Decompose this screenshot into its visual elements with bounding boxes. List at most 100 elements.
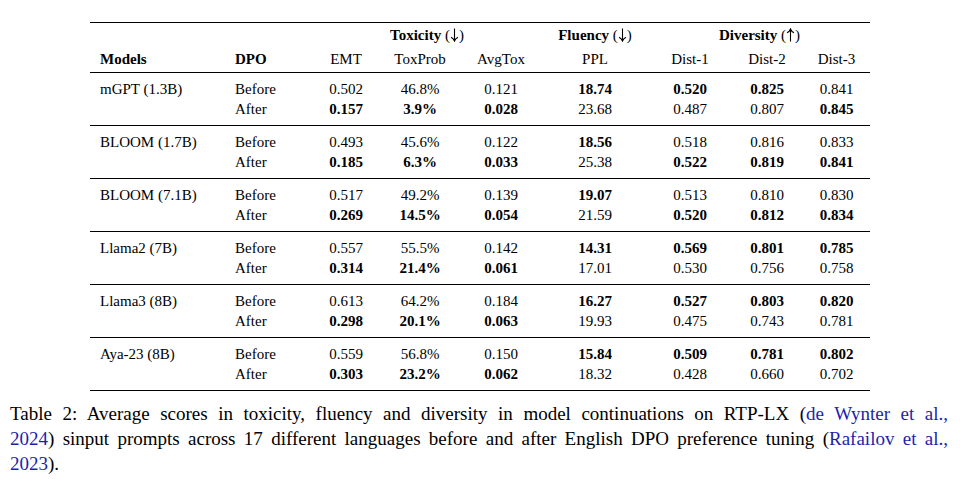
dpo-phase-label: After bbox=[235, 205, 313, 232]
metric-value: 64.2% bbox=[379, 285, 461, 312]
model-name-empty bbox=[90, 364, 235, 390]
table-caption: Table 2: Average scores in toxicity, flu… bbox=[10, 401, 948, 476]
group-paren-open: ( bbox=[441, 27, 450, 43]
group-label: Toxicity bbox=[390, 27, 441, 43]
metric-value: 0.150 bbox=[461, 338, 541, 365]
metric-value: 21.59 bbox=[541, 205, 649, 232]
metric-value: 45.6% bbox=[379, 126, 461, 153]
table-row-mgpt-1-3b--after: After0.1573.9%0.02823.680.4870.8070.845 bbox=[90, 99, 870, 126]
metric-value: 0.518 bbox=[649, 126, 731, 153]
table-row-bloom-7-1b--before: BLOOM (7.1B)Before0.51749.2%0.13919.070.… bbox=[90, 179, 870, 206]
group-paren-close: ) bbox=[627, 27, 632, 43]
model-name-empty bbox=[90, 258, 235, 285]
metric-value: 0.834 bbox=[803, 205, 870, 232]
metric-value: 0.185 bbox=[313, 152, 379, 179]
table-row-llama2-7b--after: After0.31421.4%0.06117.010.5300.7560.758 bbox=[90, 258, 870, 285]
caption-text: ). bbox=[48, 453, 59, 474]
col-header-dist-2: Dist-2 bbox=[731, 47, 803, 73]
table-row-aya-23-8b--before: Aya-23 (8B)Before0.55956.8%0.15015.840.5… bbox=[90, 338, 870, 365]
metric-value: 0.517 bbox=[313, 179, 379, 206]
metric-value: 19.93 bbox=[541, 311, 649, 338]
metric-value: 0.493 bbox=[313, 126, 379, 153]
citation-link[interactable]: 2024 bbox=[10, 428, 48, 449]
table-row-bloom-7-1b--after: After0.26914.5%0.05421.590.5200.8120.834 bbox=[90, 205, 870, 232]
metric-value: 21.4% bbox=[379, 258, 461, 285]
scores-table: Toxicity ()Fluency ()Diversity ()ModelsD… bbox=[90, 23, 870, 390]
metric-value: 0.833 bbox=[803, 126, 870, 153]
metric-value: 0.812 bbox=[731, 205, 803, 232]
col-header-ppl: PPL bbox=[541, 47, 649, 73]
metric-value: 0.830 bbox=[803, 179, 870, 206]
metric-value: 0.139 bbox=[461, 179, 541, 206]
citation-link[interactable]: Rafailov et al., bbox=[829, 428, 948, 449]
dpo-phase-label: Before bbox=[235, 338, 313, 365]
group-header-row: Toxicity ()Fluency ()Diversity () bbox=[90, 23, 870, 47]
metric-value: 46.8% bbox=[379, 73, 461, 100]
col-header-avgtox: AvgTox bbox=[461, 47, 541, 73]
group-paren-open: ( bbox=[777, 27, 786, 43]
metric-value: 0.487 bbox=[649, 99, 731, 126]
col-header-dpo: DPO bbox=[235, 47, 313, 73]
metric-value: 0.758 bbox=[803, 258, 870, 285]
metric-value: 0.569 bbox=[649, 232, 731, 259]
metric-value: 0.613 bbox=[313, 285, 379, 312]
metric-value: 0.785 bbox=[803, 232, 870, 259]
metric-value: 19.07 bbox=[541, 179, 649, 206]
metric-value: 0.522 bbox=[649, 152, 731, 179]
metric-value: 0.820 bbox=[803, 285, 870, 312]
metric-value: 0.559 bbox=[313, 338, 379, 365]
metric-value: 0.819 bbox=[731, 152, 803, 179]
metric-value: 0.841 bbox=[803, 73, 870, 100]
metric-value: 0.825 bbox=[731, 73, 803, 100]
metric-value: 0.063 bbox=[461, 311, 541, 338]
group-label: Fluency bbox=[558, 27, 609, 43]
metric-value: 14.5% bbox=[379, 205, 461, 232]
table-row-llama3-8b--before: Llama3 (8B)Before0.61364.2%0.18416.270.5… bbox=[90, 285, 870, 312]
metric-value: 16.27 bbox=[541, 285, 649, 312]
dpo-phase-label: Before bbox=[235, 232, 313, 259]
metric-value: 20.1% bbox=[379, 311, 461, 338]
metric-value: 0.557 bbox=[313, 232, 379, 259]
metric-value: 6.3% bbox=[379, 152, 461, 179]
table-bottom-rule bbox=[90, 390, 870, 391]
model-name: BLOOM (1.7B) bbox=[90, 126, 235, 153]
col-header-emt: EMT bbox=[313, 47, 379, 73]
metric-value: 0.810 bbox=[731, 179, 803, 206]
col-header-models: Models bbox=[90, 47, 235, 73]
metric-value: 0.816 bbox=[731, 126, 803, 153]
dpo-phase-label: After bbox=[235, 258, 313, 285]
dpo-phase-label: After bbox=[235, 152, 313, 179]
citation-link[interactable]: de Wynter et al., bbox=[806, 403, 948, 424]
metric-value: 3.9% bbox=[379, 99, 461, 126]
model-name: BLOOM (7.1B) bbox=[90, 179, 235, 206]
metric-value: 0.803 bbox=[731, 285, 803, 312]
metric-value: 55.5% bbox=[379, 232, 461, 259]
metric-value: 0.702 bbox=[803, 364, 870, 390]
down-arrow-icon bbox=[450, 28, 459, 42]
table-row-llama2-7b--before: Llama2 (7B)Before0.55755.5%0.14214.310.5… bbox=[90, 232, 870, 259]
group-header-diversity: Diversity () bbox=[649, 23, 870, 47]
citation-link[interactable]: 2023 bbox=[10, 453, 48, 474]
table-row-aya-23-8b--after: After0.30323.2%0.06218.320.4280.6600.702 bbox=[90, 364, 870, 390]
metric-value: 0.428 bbox=[649, 364, 731, 390]
metric-value: 0.801 bbox=[731, 232, 803, 259]
model-name-empty bbox=[90, 99, 235, 126]
metric-value: 23.68 bbox=[541, 99, 649, 126]
caption-line-3: 2023). bbox=[10, 451, 948, 476]
group-paren-close: ) bbox=[795, 27, 800, 43]
up-arrow-icon bbox=[786, 28, 795, 42]
metric-value: 0.807 bbox=[731, 99, 803, 126]
metric-value: 0.033 bbox=[461, 152, 541, 179]
metric-value: 0.756 bbox=[731, 258, 803, 285]
metric-value: 49.2% bbox=[379, 179, 461, 206]
model-name: Llama3 (8B) bbox=[90, 285, 235, 312]
table-row-mgpt-1-3b--before: mGPT (1.3B)Before0.50246.8%0.12118.740.5… bbox=[90, 73, 870, 100]
down-arrow-icon bbox=[618, 28, 627, 42]
group-header-toxicity: Toxicity () bbox=[313, 23, 541, 47]
metric-value: 0.660 bbox=[731, 364, 803, 390]
group-paren-open: ( bbox=[609, 27, 618, 43]
metric-value: 0.062 bbox=[461, 364, 541, 390]
group-header-fluency: Fluency () bbox=[541, 23, 649, 47]
metric-value: 15.84 bbox=[541, 338, 649, 365]
group-label: Diversity bbox=[719, 27, 777, 43]
